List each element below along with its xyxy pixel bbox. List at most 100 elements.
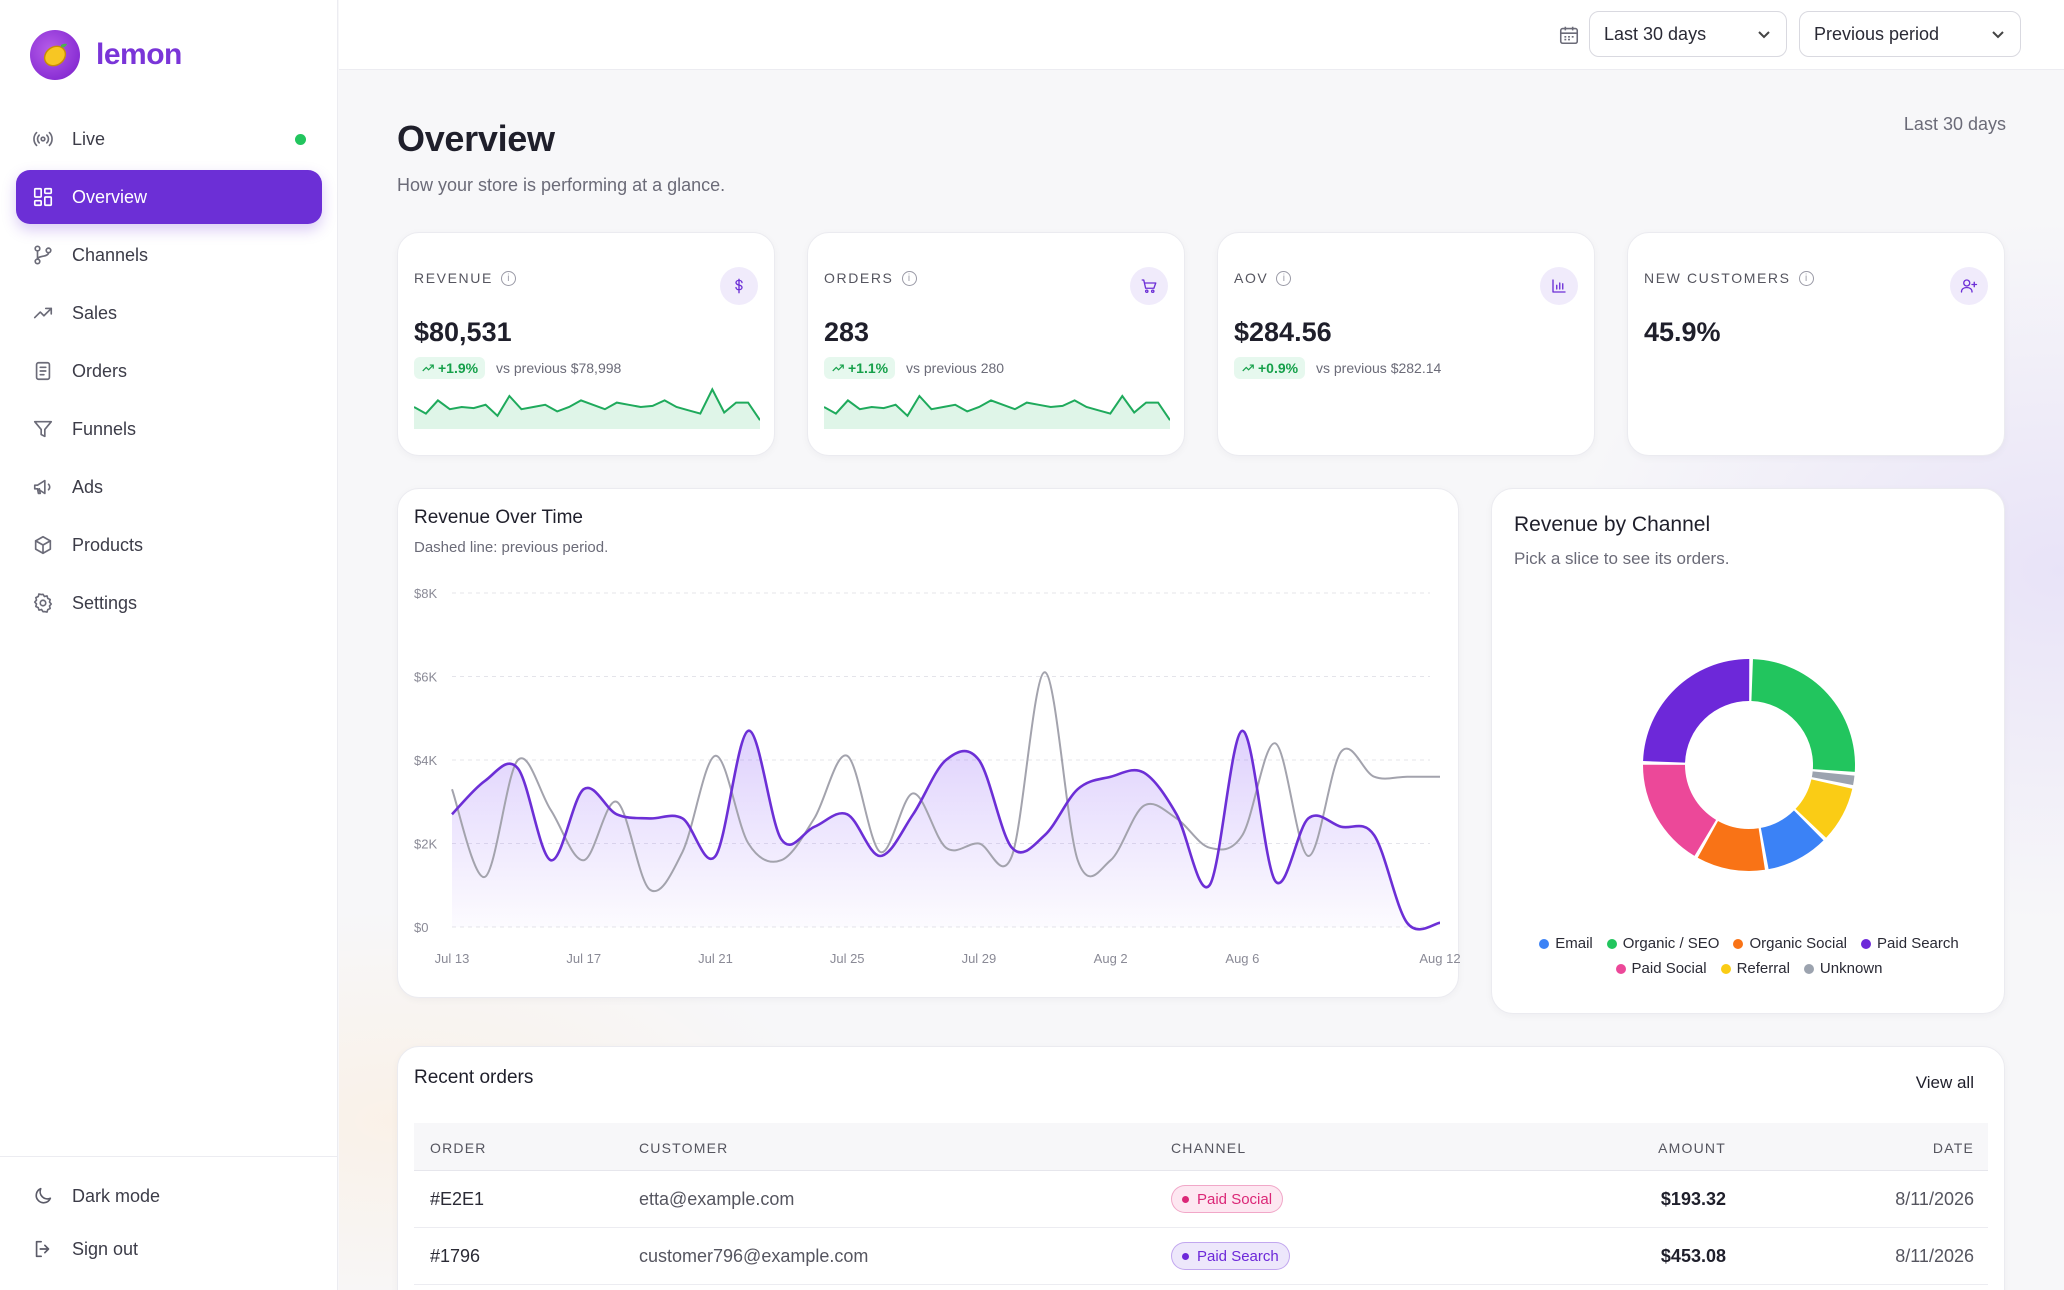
sign-out-icon xyxy=(35,1240,50,1258)
sidebar-item-channels[interactable]: Channels xyxy=(16,228,322,282)
column-header-order[interactable]: ORDER xyxy=(430,1140,487,1156)
legend-item[interactable]: Organic Social xyxy=(1733,935,1847,952)
legend-dot xyxy=(1720,963,1731,974)
legend-item[interactable]: Paid Search xyxy=(1861,935,1959,952)
sign-out-button[interactable]: Sign out xyxy=(32,1238,138,1260)
kpi-delta-text: +0.9% xyxy=(1258,360,1299,376)
chart-subtitle: Dashed line: previous period. xyxy=(414,539,609,556)
kpi-label-text: NEW CUSTOMERS xyxy=(1644,270,1791,286)
kpi-label: NEW CUSTOMERS i xyxy=(1644,270,1814,286)
column-header-channel[interactable]: CHANNEL xyxy=(1171,1140,1247,1156)
donut-slice-organic-social[interactable] xyxy=(1697,821,1765,871)
info-icon[interactable]: i xyxy=(901,270,917,286)
legend-label: Unknown xyxy=(1819,960,1883,977)
user-plus-icon xyxy=(1950,267,1988,305)
sidebar-item-ads[interactable]: Ads xyxy=(16,460,322,514)
recent-orders-card: Recent orders View all ORDER CUSTOMER CH… xyxy=(397,1046,2005,1290)
revenue-over-time-card: $8K $6K $4K $2K $0 Jul 13 Jul 17 Jul 21 Jul 25 Ju… xyxy=(397,488,1460,999)
y-tick-label: $4K xyxy=(414,753,437,768)
legend-dot xyxy=(1615,963,1626,974)
sidebar-item-label: Ads xyxy=(72,476,104,497)
channel-donut-chart[interactable] xyxy=(1492,489,2006,1015)
trending-up-icon xyxy=(1242,364,1254,372)
sparkline-line xyxy=(824,394,1170,421)
page-subtitle: How your store is performing at a glance… xyxy=(397,175,726,195)
kpi-label-text: REVENUE xyxy=(414,270,493,286)
donut-slice-email[interactable] xyxy=(1760,810,1824,870)
document-icon xyxy=(32,360,54,382)
donut-slice-referral[interactable] xyxy=(1795,779,1853,838)
kpi-card-orders: ORDERS i 283 +1.1% vs previous 280 xyxy=(807,232,1185,456)
legend-label: Referral xyxy=(1736,960,1790,977)
dark-mode-label: Dark mode xyxy=(72,1185,161,1206)
megaphone-icon xyxy=(32,476,54,498)
trending-up-icon xyxy=(422,364,434,372)
dark-mode-toggle[interactable]: Dark mode xyxy=(32,1185,160,1207)
table-row[interactable]: #1796 customer796@example.com Paid Searc… xyxy=(414,1229,1988,1285)
info-icon[interactable]: i xyxy=(1798,270,1814,286)
customer-email: etta@example.com xyxy=(639,1189,795,1209)
sidebar-item-settings[interactable]: Settings xyxy=(16,576,322,630)
trending-up-icon xyxy=(32,302,54,324)
donut-slice-unknown[interactable] xyxy=(1811,771,1855,786)
calendar-icon xyxy=(1558,24,1580,51)
table-row[interactable]: #E2E1 etta@example.com Paid Social $193.… xyxy=(414,1172,1988,1228)
legend-label: Organic Social xyxy=(1749,935,1848,952)
sidebar-item-orders[interactable]: Orders xyxy=(16,344,322,398)
legend-item[interactable]: Email xyxy=(1539,935,1593,952)
legend-item[interactable]: Organic / SEO xyxy=(1606,935,1719,952)
x-tick-label: Jul 13 xyxy=(435,951,470,966)
donut-slice-paid-social[interactable] xyxy=(1643,764,1717,856)
channel-dot xyxy=(1182,1195,1189,1203)
revenue-line[interactable] xyxy=(451,729,1441,931)
view-all-link[interactable]: View all xyxy=(1915,1073,1974,1092)
legend-item[interactable]: Unknown xyxy=(1803,960,1883,977)
sidebar-item-products[interactable]: Products xyxy=(16,518,322,572)
x-tick-label: Jul 25 xyxy=(830,951,865,966)
sidebar-item-label: Live xyxy=(72,128,106,149)
legend-item[interactable]: Referral xyxy=(1720,960,1790,977)
kpi-delta-badge: +1.9% xyxy=(414,357,486,379)
chevron-down-icon xyxy=(1756,26,1772,47)
column-header-amount[interactable]: AMOUNT xyxy=(1658,1140,1726,1156)
donut-slice-paid-search[interactable] xyxy=(1643,659,1750,763)
sidebar-item-label: Products xyxy=(72,534,144,555)
trending-up-icon xyxy=(832,364,844,372)
column-header-customer[interactable]: CUSTOMER xyxy=(639,1140,729,1156)
kpi-sparkline xyxy=(414,387,760,429)
kpi-label: ORDERS i xyxy=(824,270,917,286)
comparison-select[interactable]: Previous period xyxy=(1799,11,2021,57)
channel-label: Paid Search xyxy=(1197,1247,1279,1265)
sign-out-label: Sign out xyxy=(72,1238,139,1259)
channel-label: Paid Social xyxy=(1197,1190,1273,1208)
legend-item[interactable]: Paid Social xyxy=(1615,960,1707,977)
revenue-line-chart[interactable]: $8K $6K $4K $2K $0 Jul 13 Jul 17 Jul 21 Jul 25 Ju… xyxy=(398,489,1460,999)
info-icon[interactable]: i xyxy=(1276,270,1292,286)
sidebar-item-live[interactable]: Live xyxy=(16,112,322,166)
sidebar: lemon Live Overview Channels Sales xyxy=(0,0,338,1290)
kpi-label: AOV i xyxy=(1234,270,1292,286)
chevron-down-icon xyxy=(1990,26,2006,47)
kpi-delta-badge: +1.1% xyxy=(824,357,896,379)
column-header-date[interactable]: DATE xyxy=(1932,1140,1974,1156)
kpi-label-text: ORDERS xyxy=(824,270,894,286)
sidebar-item-overview[interactable]: Overview xyxy=(16,170,322,224)
x-tick-label: Aug 6 xyxy=(1225,951,1259,966)
previous-period-line[interactable] xyxy=(451,671,1440,893)
date-range-select[interactable]: Last 30 days xyxy=(1589,11,1787,57)
sidebar-item-label: Settings xyxy=(72,592,138,613)
sidebar-item-label: Funnels xyxy=(72,418,137,439)
box-icon xyxy=(32,534,54,556)
info-icon[interactable]: i xyxy=(500,270,516,286)
donut-slice-organic-seo[interactable] xyxy=(1751,659,1855,772)
kpi-value: 45.9% xyxy=(1644,317,1721,347)
lemon-logo-icon xyxy=(30,30,80,80)
sidebar-item-sales[interactable]: Sales xyxy=(16,286,322,340)
y-tick-label: $6K xyxy=(414,670,437,685)
chart-title: Revenue Over Time xyxy=(414,507,583,528)
sidebar-item-funnels[interactable]: Funnels xyxy=(16,402,322,456)
comparison-value: Previous period xyxy=(1814,23,1940,44)
range-note: Last 30 days xyxy=(1903,114,2006,134)
brand[interactable]: lemon xyxy=(30,30,182,80)
channel-dot xyxy=(1182,1252,1189,1260)
